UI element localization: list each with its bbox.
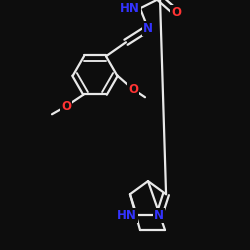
- Text: O: O: [128, 83, 138, 96]
- Text: N: N: [143, 22, 153, 35]
- Text: O: O: [61, 100, 71, 113]
- Text: HN: HN: [120, 2, 140, 15]
- Text: N: N: [154, 209, 164, 222]
- Text: O: O: [171, 6, 181, 19]
- Text: HN: HN: [117, 209, 137, 222]
